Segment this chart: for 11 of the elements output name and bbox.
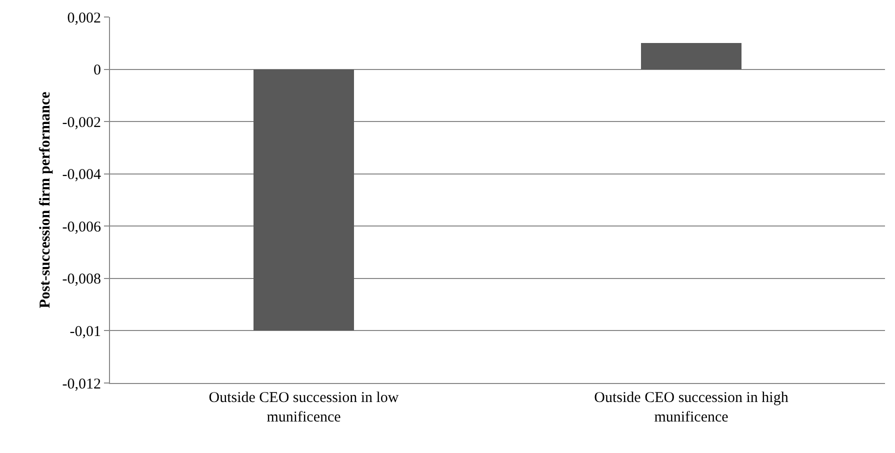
y-tick-label: -0,01 <box>70 324 101 340</box>
x-tick-label: Outside CEO succession in high munificence <box>594 390 789 426</box>
x-tick-label: Outside CEO succession in low munificence <box>208 390 399 426</box>
y-tick-label: -0,006 <box>62 219 102 236</box>
y-tick-label: 0,002 <box>67 10 101 26</box>
y-tick-label: -0,008 <box>62 272 101 288</box>
y-tick-label: -0,004 <box>62 167 102 184</box>
y-axis-title: Post-succession firm performance <box>38 91 54 308</box>
y-tick-label: -0,002 <box>62 114 101 131</box>
y-tick-label: 0 <box>94 62 101 79</box>
y-tick-label: -0,012 <box>62 376 101 392</box>
